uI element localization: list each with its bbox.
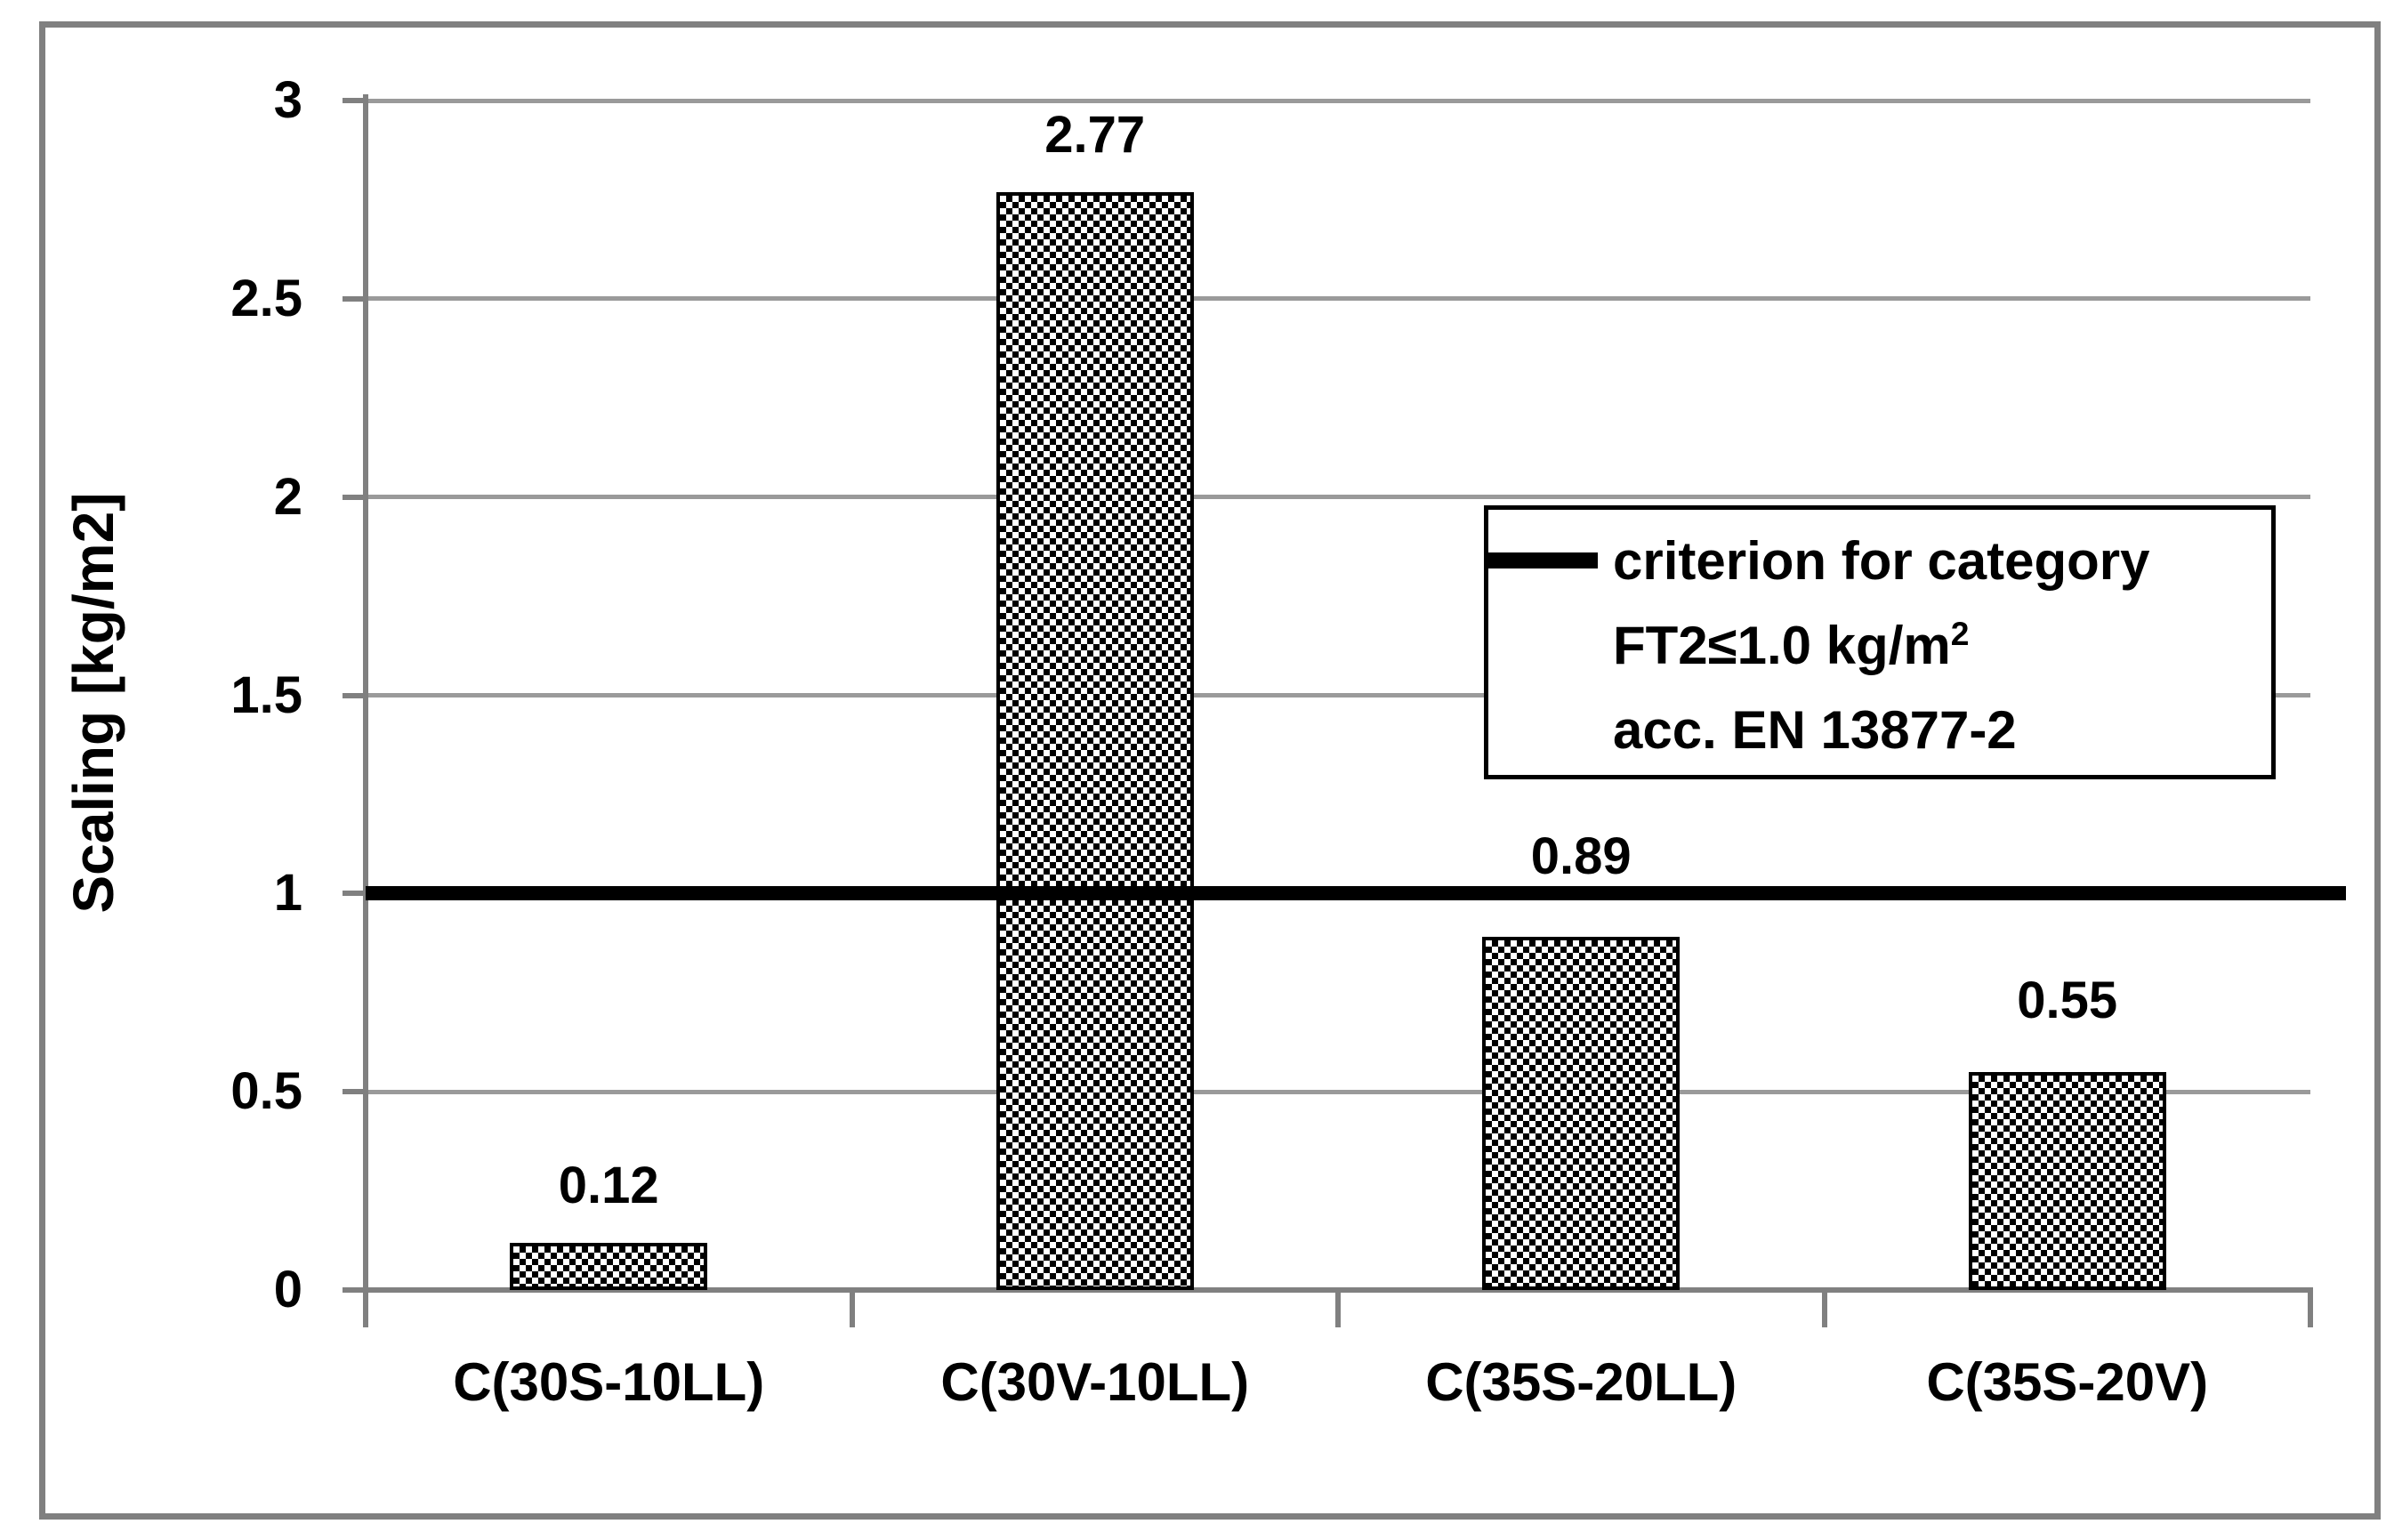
- y-tick-label: 2: [273, 467, 302, 526]
- gridline: [366, 1089, 2310, 1094]
- legend: criterion for category FT2≤1.0 kg/m2 acc…: [1484, 505, 2276, 779]
- y-tick-mark: [343, 98, 366, 103]
- legend-line-2: FT2≤1.0 kg/m2: [1613, 615, 1970, 675]
- bar: [510, 1242, 708, 1290]
- criterion-line: [366, 886, 2346, 901]
- legend-line-1: criterion for category: [1613, 531, 2150, 591]
- legend-line-3: acc. EN 13877-2: [1613, 700, 2017, 760]
- y-tick-mark: [343, 1089, 366, 1095]
- y-tick-mark: [343, 1287, 366, 1293]
- x-tick-mark: [1335, 1290, 1341, 1327]
- y-tick-label: 0: [273, 1261, 302, 1318]
- bar: [1482, 937, 1681, 1290]
- legend-superscript: 2: [1950, 615, 1970, 652]
- x-tick-mark: [1821, 1290, 1827, 1327]
- bar-value-label: 0.89: [1530, 827, 1632, 886]
- y-tick-mark: [343, 891, 366, 897]
- y-tick-label: 3: [273, 71, 302, 129]
- y-axis-line: [363, 94, 368, 1327]
- gridline: [366, 693, 2310, 697]
- category-label: C(30S-10LL): [453, 1352, 765, 1412]
- bar-value-label: 0.55: [2017, 971, 2118, 1029]
- bar-value-label: 0.12: [558, 1156, 659, 1214]
- figure-border: [39, 21, 2381, 1520]
- y-tick-mark: [343, 494, 366, 500]
- bar: [995, 191, 1194, 1290]
- y-tick-label: 1: [273, 864, 302, 923]
- y-tick-mark: [343, 692, 366, 698]
- gridline: [366, 495, 2310, 500]
- x-tick-mark: [849, 1290, 855, 1327]
- category-label: C(35S-20LL): [1425, 1352, 1737, 1412]
- category-label: C(30V-10LL): [940, 1352, 1250, 1412]
- gridline: [366, 296, 2310, 302]
- x-tick-mark: [363, 1290, 368, 1327]
- x-tick-mark: [2308, 1290, 2313, 1327]
- y-tick-mark: [343, 295, 366, 302]
- bar: [1968, 1071, 2166, 1290]
- gridline: [366, 98, 2310, 103]
- criterion-line-legend-swatch: [1484, 552, 1598, 568]
- category-label: C(35S-20V): [1926, 1352, 2209, 1412]
- y-tick-label: 2.5: [230, 269, 302, 327]
- legend-text: criterion for category FT2≤1.0 kg/m2 acc…: [1613, 519, 2262, 772]
- bar-value-label: 2.77: [1044, 105, 1146, 164]
- y-tick-label: 1.5: [230, 665, 302, 724]
- y-tick-label: 0.5: [230, 1062, 302, 1121]
